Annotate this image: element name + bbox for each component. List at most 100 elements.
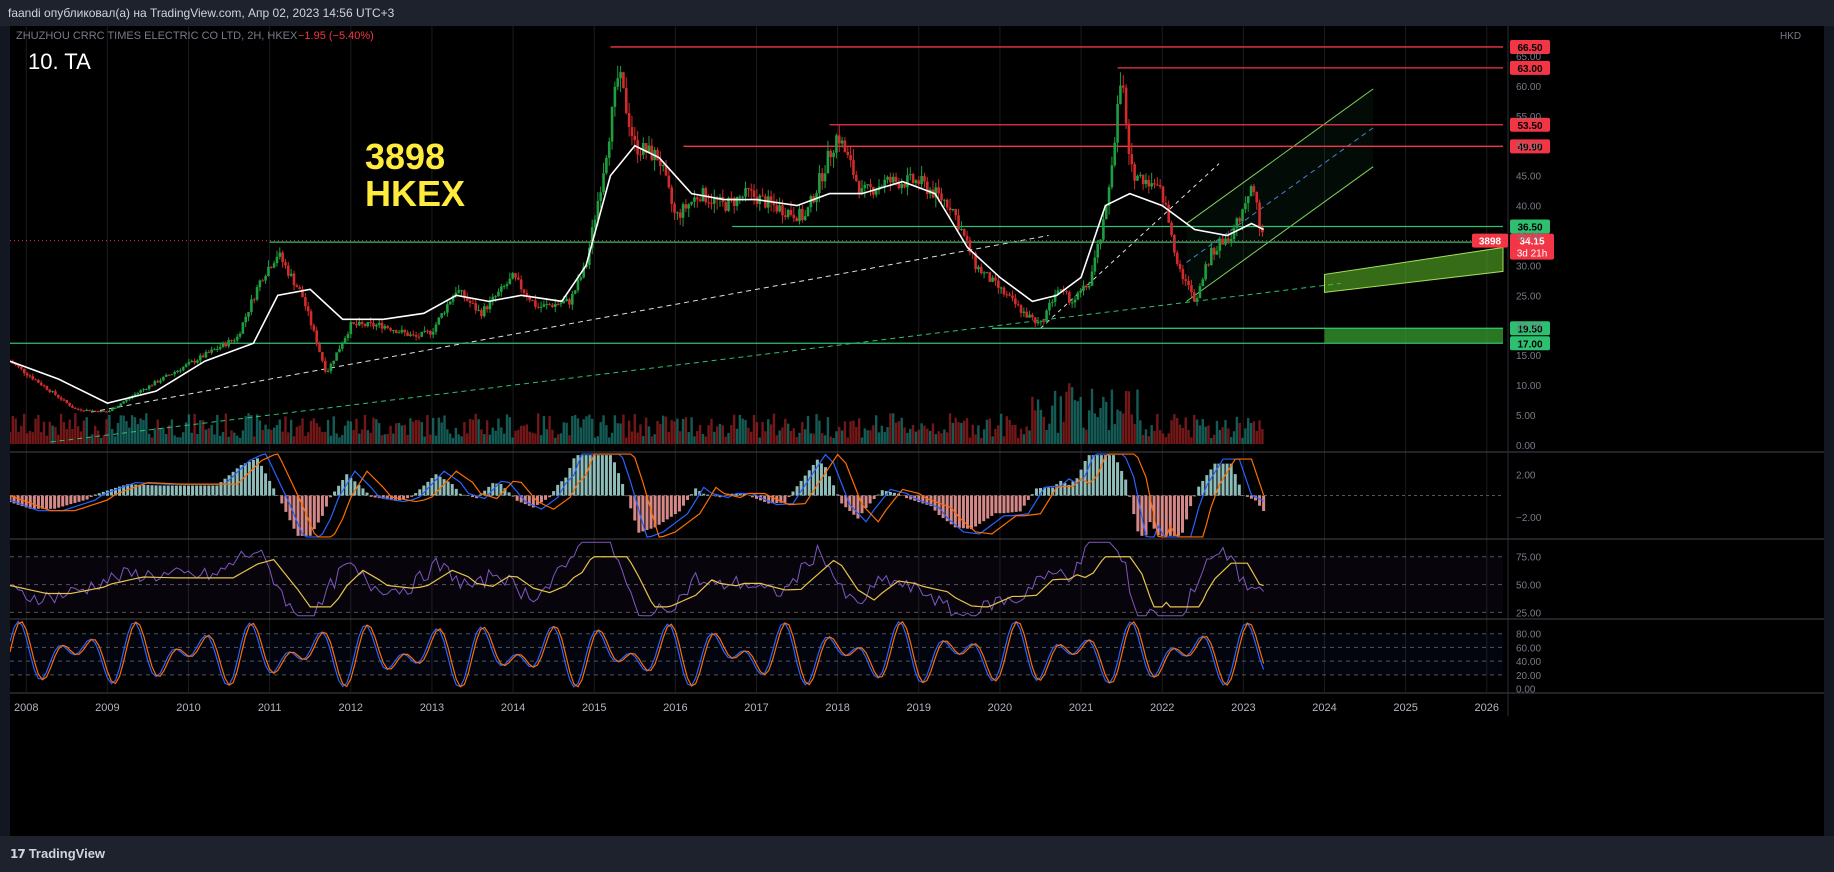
candle-body — [1056, 290, 1060, 295]
macd-hist-bar — [718, 495, 722, 498]
chart-canvas[interactable]: 66.5063.0053.5049.9036.5033.9019.5017.00… — [8, 26, 1824, 836]
candle-body — [562, 301, 566, 304]
macd-hist-bar — [507, 492, 511, 496]
candle-body — [1042, 321, 1046, 323]
candle-body — [1150, 183, 1153, 187]
annotation-ticker: 3898 — [365, 136, 445, 177]
macd-hist-bar — [85, 495, 89, 500]
candle-body — [866, 184, 869, 186]
candle-body — [392, 330, 395, 332]
chart-area[interactable]: 66.5063.0053.5049.9036.5033.9019.5017.00… — [8, 26, 1824, 836]
candle-body — [1232, 227, 1236, 240]
volume-bar — [190, 432, 193, 444]
macd-hist-bar — [621, 483, 625, 496]
volume-bar — [71, 429, 74, 444]
candle-body — [210, 349, 213, 353]
candle-body — [1116, 103, 1119, 143]
price-tick-13: 65.00 — [1516, 52, 1541, 63]
macd-hist-bar — [1087, 455, 1091, 496]
macd-hist-bar — [783, 495, 787, 503]
volume-bar — [585, 416, 588, 444]
level-tag-49.90: 49.90 — [1517, 142, 1542, 153]
time-axis: 2008 2009 2010 2011 2012 2013 2014 2015 2016 2017… — [14, 702, 1499, 714]
volume-bar — [1039, 409, 1043, 444]
candle-body — [846, 151, 850, 156]
candle-body — [1235, 218, 1239, 228]
volume-bar — [255, 414, 259, 444]
candle-body — [216, 348, 219, 350]
volume-bar — [840, 430, 844, 444]
candle-body — [244, 316, 248, 323]
volume-bar — [673, 421, 676, 444]
support-zone-upper — [1323, 246, 1504, 293]
volume-bar — [1139, 420, 1142, 444]
candle-body — [1050, 301, 1054, 303]
volume-bar — [605, 425, 608, 444]
candle-body — [31, 376, 35, 380]
volume-bar — [1170, 420, 1173, 444]
macd-hist-bar — [28, 495, 32, 509]
candle-body — [883, 179, 887, 187]
macd-hist-bar — [166, 485, 170, 496]
candle-body — [355, 323, 358, 326]
candle-body — [1198, 286, 1202, 299]
volume-bar — [860, 437, 864, 444]
volume-bar — [253, 436, 256, 444]
candle-body — [329, 363, 333, 372]
candle-body — [627, 113, 631, 127]
volume-bar — [775, 435, 778, 444]
macd-signal-line — [9, 453, 1265, 538]
volume-bar — [395, 423, 398, 444]
price-tick-6: 30.00 — [1516, 261, 1541, 272]
volume-bar — [653, 434, 656, 444]
candle-body — [145, 389, 148, 391]
candle-body — [409, 334, 412, 336]
level-tag-63.00: 63.00 — [1517, 64, 1542, 75]
candle-body — [275, 256, 279, 264]
candle-body — [565, 299, 568, 302]
macd-hist-bar — [933, 495, 937, 511]
price-axis: 0.00 5.00 10.00 15.00 20.00 25.00 30.00 35.00 40… — [1516, 52, 1542, 696]
volume-bar — [931, 423, 935, 444]
volume-bar — [838, 426, 841, 444]
candle-body — [701, 188, 705, 202]
volume-bar — [31, 432, 34, 444]
rsi-line — [9, 541, 1265, 617]
candle-body — [85, 409, 88, 411]
volume-bar — [508, 417, 512, 444]
trendlines — [50, 88, 1504, 443]
volume-bar — [471, 419, 475, 444]
volume-bar — [968, 437, 972, 444]
volume-bar — [108, 414, 111, 444]
volume-bar — [1053, 390, 1057, 444]
macd-hist-bar — [1245, 495, 1249, 497]
x-tick-2023: 2023 — [1231, 702, 1255, 714]
macd-hist-bar — [1091, 455, 1095, 496]
volume-bar — [8, 431, 12, 444]
volume-bar — [1016, 437, 1020, 444]
price-tick-7: 35.00 — [1516, 232, 1541, 243]
footer-bar: 17 TradingView — [0, 836, 1834, 872]
macd-hist-bar — [629, 495, 633, 509]
volume-bar — [173, 435, 176, 444]
tradingview-brand[interactable]: 17 TradingView — [10, 846, 105, 861]
channel-lower — [1186, 166, 1374, 302]
volume-bar — [312, 418, 316, 444]
candle-body — [940, 193, 943, 201]
candle-body — [1002, 287, 1006, 295]
candle-body — [965, 235, 969, 241]
candle-body — [176, 370, 179, 373]
macd-tick-0: 2.00 — [1516, 470, 1536, 481]
candle-body — [417, 336, 421, 338]
macd-hist-bar — [625, 495, 629, 497]
macd-hist-bar — [641, 495, 645, 532]
candle-body — [798, 208, 801, 222]
candle-body — [1224, 238, 1227, 245]
volume-bar — [227, 436, 230, 444]
macd-hist-bar — [499, 483, 503, 496]
volume-bar — [789, 430, 793, 444]
candle-body — [471, 302, 475, 304]
macd-hist-bar — [771, 495, 775, 504]
macd-hist-bar — [288, 495, 292, 521]
volume-bar — [730, 425, 733, 444]
